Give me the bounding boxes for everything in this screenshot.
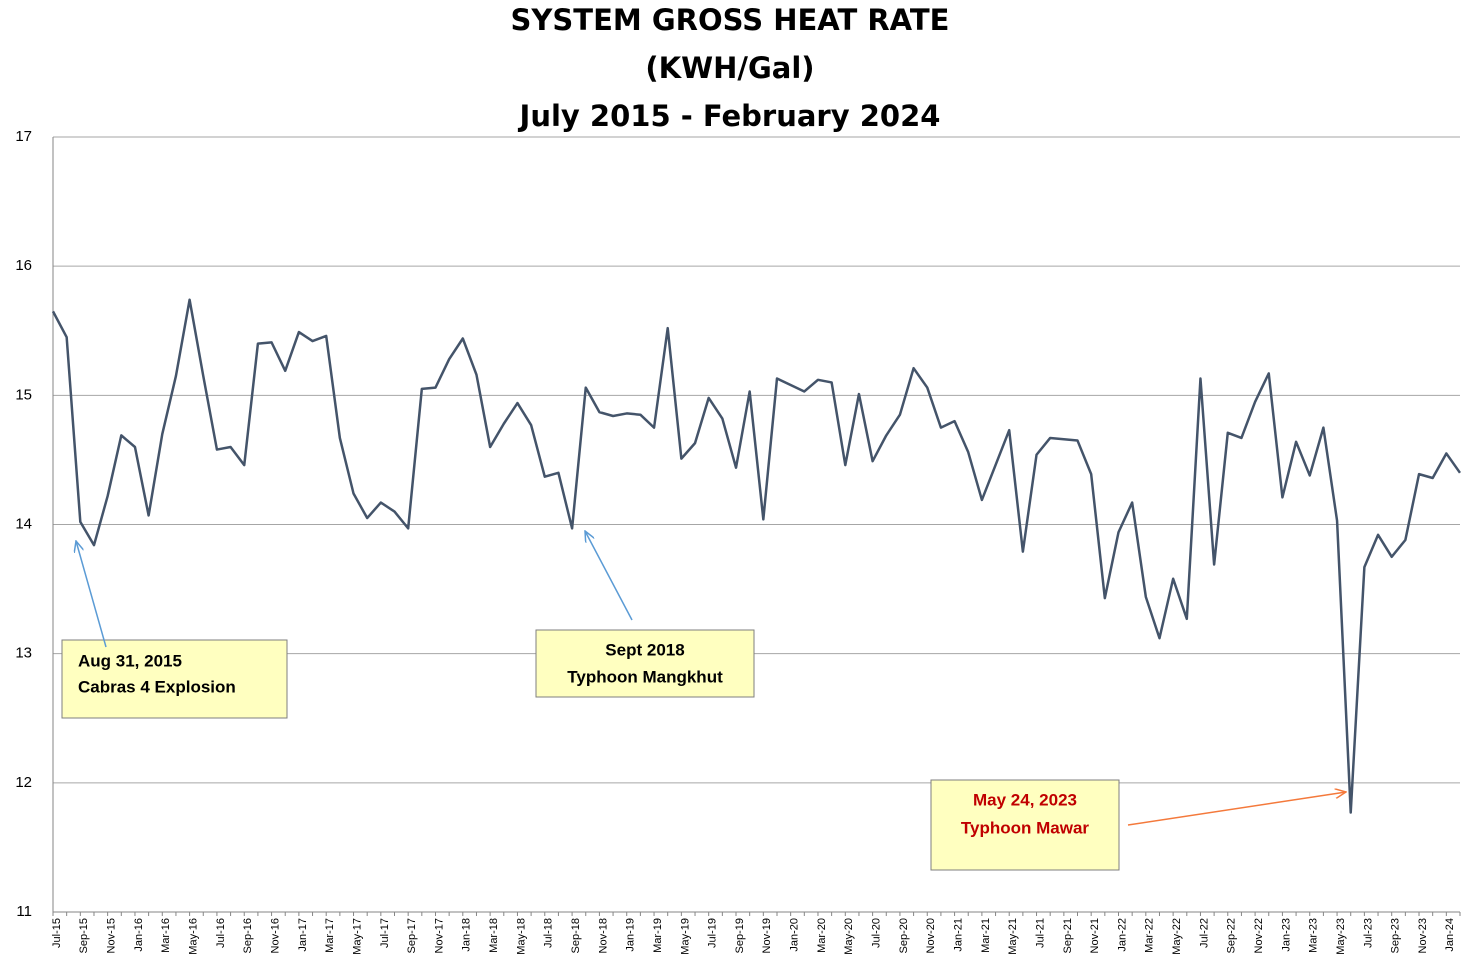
chart-title: July 2015 - February 2024 xyxy=(518,99,941,133)
x-tick-label: Sep-19 xyxy=(734,918,746,953)
annotation-box xyxy=(61,639,288,719)
y-tick-label: 16 xyxy=(15,257,32,274)
x-tick-label: Nov-23 xyxy=(1417,918,1429,953)
x-tick-label: Jan-18 xyxy=(461,918,473,952)
x-tick-label: Nov-17 xyxy=(433,918,445,953)
annotation-arrow xyxy=(585,531,633,621)
x-tick-label: May-22 xyxy=(1171,918,1183,955)
x-tick-label: Jan-24 xyxy=(1444,918,1456,952)
x-tick-label: May-19 xyxy=(679,918,691,955)
annotation-box xyxy=(535,629,755,698)
x-tick-label: May-23 xyxy=(1335,918,1347,955)
x-tick-label: Sep-18 xyxy=(570,918,582,953)
annotation-arrow xyxy=(76,541,107,648)
y-tick-label: 14 xyxy=(15,515,32,532)
x-tick-label: May-20 xyxy=(843,918,855,955)
x-tick-label: Jan-19 xyxy=(625,918,637,952)
x-tick-label: Jul-20 xyxy=(871,918,883,948)
x-tick-label: May-18 xyxy=(515,918,527,955)
annotation-text: Typhoon Mangkhut xyxy=(567,667,723,686)
y-tick-label: 17 xyxy=(15,128,32,145)
x-tick-label: Mar-22 xyxy=(1144,918,1156,953)
x-tick-label: Nov-19 xyxy=(761,918,773,953)
y-tick-label: 12 xyxy=(15,774,32,791)
x-tick-label: May-21 xyxy=(1007,918,1019,955)
x-tick-label: Mar-19 xyxy=(652,918,664,953)
x-tick-label: Jan-22 xyxy=(1116,918,1128,952)
x-tick-label: May-17 xyxy=(351,918,363,955)
x-tick-label: Jul-18 xyxy=(543,918,555,948)
x-tick-label: Sep-21 xyxy=(1062,918,1074,953)
x-tick-label: Sep-17 xyxy=(406,918,418,953)
chart-title: SYSTEM GROSS HEAT RATE xyxy=(511,3,950,37)
annotation-text: Cabras 4 Explosion xyxy=(78,677,236,696)
x-tick-label: Mar-21 xyxy=(980,918,992,953)
x-tick-label: Jul-16 xyxy=(215,918,227,948)
x-tick-label: Mar-18 xyxy=(488,918,500,953)
y-tick-label: 13 xyxy=(15,645,32,662)
annotation-text: Typhoon Mawar xyxy=(961,818,1090,837)
annotation-text: Sept 2018 xyxy=(605,640,684,659)
x-tick-label: Jul-15 xyxy=(51,918,63,948)
x-tick-label: Jan-17 xyxy=(297,918,309,952)
x-tick-label: Nov-22 xyxy=(1253,918,1265,953)
x-tick-label: Jul-21 xyxy=(1034,918,1046,948)
x-tick-label: Mar-17 xyxy=(324,918,336,953)
x-tick-label: Jan-21 xyxy=(952,918,964,952)
annotation-text: Aug 31, 2015 xyxy=(78,651,182,670)
x-tick-label: Jul-19 xyxy=(707,918,719,948)
x-tick-label: Nov-20 xyxy=(925,918,937,953)
x-tick-label: Mar-16 xyxy=(160,918,172,953)
x-tick-label: Nov-15 xyxy=(106,918,118,953)
x-tick-label: Mar-23 xyxy=(1308,918,1320,953)
y-tick-label: 11 xyxy=(16,903,32,920)
chart-title: (KWH/Gal) xyxy=(645,51,814,85)
x-tick-label: Nov-21 xyxy=(1089,918,1101,953)
x-tick-label: May-16 xyxy=(188,918,200,955)
x-tick-label: Jul-17 xyxy=(379,918,391,948)
x-tick-label: Sep-16 xyxy=(242,918,254,953)
x-tick-label: Jan-16 xyxy=(133,918,145,952)
x-tick-label: Sep-15 xyxy=(78,918,90,953)
annotation-text: May 24, 2023 xyxy=(973,790,1077,809)
x-tick-label: Jan-20 xyxy=(789,918,801,952)
x-tick-label: Sep-20 xyxy=(898,918,910,953)
x-tick-label: Nov-16 xyxy=(269,918,281,953)
x-tick-label: Jul-23 xyxy=(1362,918,1374,948)
x-tick-label: Nov-18 xyxy=(597,918,609,953)
x-tick-label: Mar-20 xyxy=(816,918,828,953)
x-tick-label: Sep-22 xyxy=(1226,918,1238,953)
data-line xyxy=(51,298,1461,814)
x-tick-label: Sep-23 xyxy=(1390,918,1402,953)
x-tick-label: Jan-23 xyxy=(1280,918,1292,952)
annotation-arrow xyxy=(1127,792,1346,826)
annotation-box xyxy=(930,779,1120,871)
x-tick-label: Jul-22 xyxy=(1198,918,1210,948)
y-tick-label: 15 xyxy=(15,386,32,403)
